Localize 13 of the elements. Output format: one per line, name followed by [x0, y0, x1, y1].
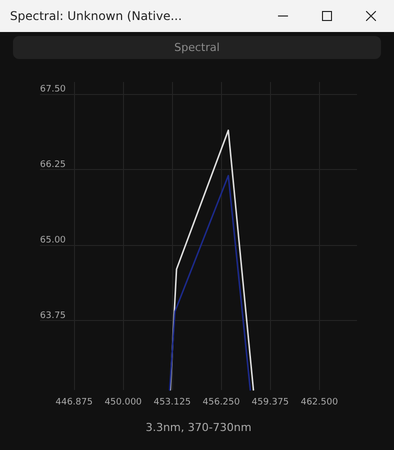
x-tick-label: 446.875	[56, 398, 93, 408]
x-tick-label: 459.375	[252, 398, 289, 408]
y-tick-label: 66.25	[40, 160, 66, 170]
chart-subtitle: Spectral	[13, 36, 381, 59]
y-tick-label: 65.00	[40, 236, 66, 246]
x-tick-label: 450.000	[104, 398, 142, 408]
y-tick-label: 67.50	[40, 84, 66, 95]
x-tick-label: 453.125	[154, 398, 191, 408]
x-tick-label: 456.250	[202, 398, 240, 408]
x-axis-title: 3.3nm, 370-730nm	[146, 421, 252, 434]
chart-title: Spectral: Unknown (Native...	[10, 9, 183, 23]
x-tick-label: 462.500	[300, 398, 338, 408]
y-tick-label: 63.75	[40, 311, 66, 322]
